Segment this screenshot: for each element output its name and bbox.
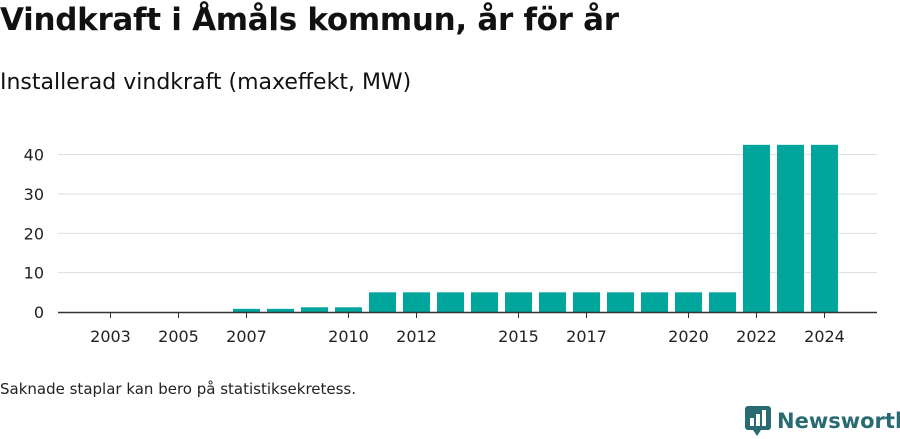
bar-2012: [403, 292, 430, 312]
x-tick-label: 2020: [668, 327, 709, 346]
gridlines: [58, 154, 877, 274]
x-tick-label: 2003: [90, 327, 131, 346]
x-tick-label: 2015: [498, 327, 539, 346]
x-tick-label: 2010: [328, 327, 369, 346]
y-tick-label: 0: [34, 303, 44, 322]
bar-2024: [811, 144, 838, 312]
x-tick-label: 2024: [804, 327, 845, 346]
chart-title: Vindkraft i Åmåls kommun, år för år: [0, 2, 619, 38]
bar-2008: [267, 308, 294, 312]
y-tick-label: 30: [24, 185, 44, 204]
bar-2023: [777, 144, 804, 312]
x-tick-label: 2017: [566, 327, 607, 346]
bar-2014: [471, 292, 498, 312]
x-tick-label: 2005: [158, 327, 199, 346]
bar-2016: [539, 292, 566, 312]
y-tick-label: 20: [24, 224, 44, 243]
newsworthy-logo-icon: [745, 406, 771, 436]
chart-subtitle: Installerad vindkraft (maxeffekt, MW): [0, 70, 412, 95]
bar-2009: [301, 307, 328, 312]
bar-2021: [709, 292, 736, 312]
bar-2011: [369, 292, 396, 312]
bar-2019: [641, 292, 668, 312]
newsworthy-logo-text: Newsworthy: [777, 409, 900, 433]
bar-2007: [233, 308, 260, 312]
y-tick-label: 10: [24, 264, 44, 283]
footnote: Saknade staplar kan bero på statistiksek…: [0, 380, 357, 398]
axes: 0 10 20 30 40 2003 2005 2007 2010 2012 2015 2017 202…: [24, 146, 877, 346]
y-tick-label: 40: [24, 146, 44, 165]
bar-2013: [437, 292, 464, 312]
newsworthy-logo[interactable]: Newsworthy: [745, 404, 900, 438]
bar-chart: 0 10 20 30 40 2003 2005 2007 2010 2012 2015 2017 202…: [24, 144, 877, 346]
x-tick-label: 2022: [736, 327, 777, 346]
bars: [233, 144, 838, 312]
bar-2018: [607, 292, 634, 312]
bar-2020: [675, 292, 702, 312]
x-tick-label: 2012: [396, 327, 437, 346]
bar-2010: [335, 307, 362, 312]
x-tick-label: 2007: [226, 327, 267, 346]
bar-2015: [505, 292, 532, 312]
bar-2017: [573, 292, 600, 312]
bar-2022: [743, 144, 770, 312]
